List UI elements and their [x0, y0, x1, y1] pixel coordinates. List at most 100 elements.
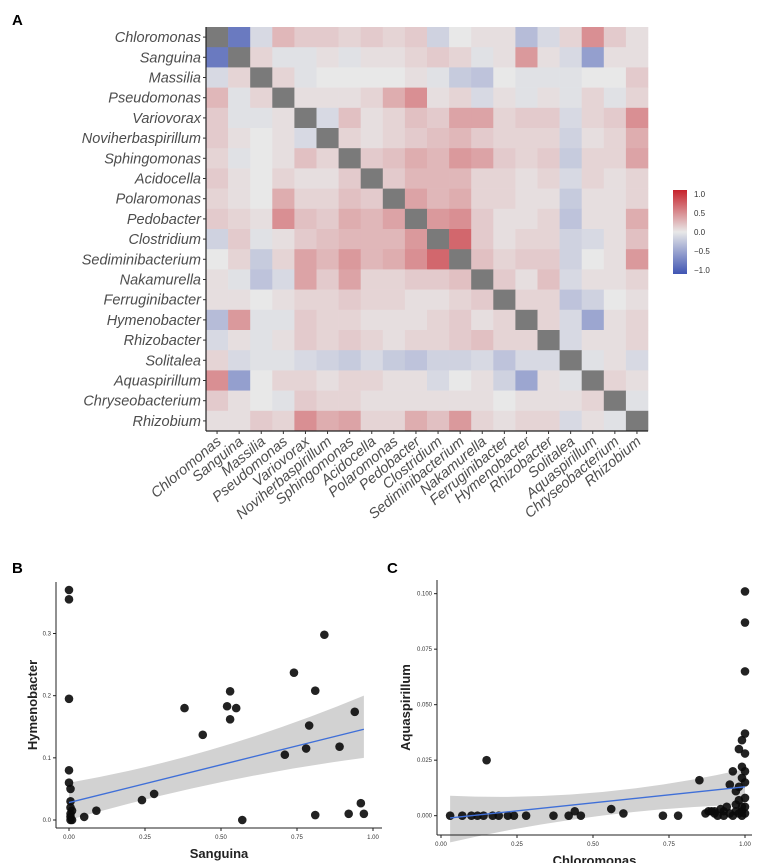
- heatmap-cell-5-8: [382, 128, 406, 149]
- heatmap-cell-4-14: [515, 107, 538, 129]
- heatmap-cell-16-8: [382, 350, 406, 371]
- heatmap-cell-14-11: [449, 309, 472, 331]
- plot-b-x-tick-label: 0.25: [139, 835, 151, 841]
- heatmap-cell-12-8: [382, 269, 406, 290]
- heatmap-cell-10-12: [471, 229, 494, 250]
- plot-c-point: [479, 811, 488, 820]
- plot-b-point: [225, 714, 235, 724]
- heatmap-cell-12-16: [559, 269, 582, 290]
- panel-label-a: A: [12, 12, 23, 29]
- heatmap-cell-6-3: [272, 148, 295, 169]
- heatmap-cell-17-12: [471, 370, 494, 391]
- heatmap-cell-11-12: [471, 249, 494, 270]
- heatmap-cell-12-4: [294, 269, 317, 290]
- heatmap-cell-11-5: [316, 249, 339, 270]
- heatmap-row-label: Rhizobacter: [124, 333, 203, 349]
- heatmap-cell-0-1: [228, 27, 251, 48]
- plot-b-point: [231, 703, 241, 713]
- heatmap-cell-18-18: [603, 390, 627, 412]
- heatmap-cell-11-11: [449, 249, 472, 270]
- plot-c-point: [740, 729, 750, 738]
- heatmap-row-label: Clostridium: [128, 232, 201, 248]
- heatmap-cell-1-5: [316, 47, 339, 68]
- heatmap-cell-15-1: [228, 330, 251, 351]
- heatmap-cell-12-1: [228, 269, 251, 290]
- heatmap-cell-19-15: [537, 410, 560, 432]
- heatmap-cell-1-0: [206, 47, 229, 68]
- heatmap-cell-10-5: [316, 229, 339, 250]
- heatmap-row-label: Pseudomonas: [108, 91, 201, 107]
- heatmap-cell-8-17: [581, 188, 605, 210]
- heatmap-cell-12-7: [360, 269, 384, 290]
- heatmap-cell-11-2: [250, 249, 273, 270]
- heatmap-cell-7-10: [427, 168, 450, 189]
- heatmap-cell-19-19: [625, 410, 649, 432]
- heatmap-cell-10-8: [382, 229, 406, 250]
- heatmap-cell-18-2: [250, 390, 273, 412]
- heatmap-cell-5-17: [581, 128, 605, 149]
- heatmap-cell-6-18: [603, 148, 627, 169]
- heatmap-cell-1-2: [250, 47, 273, 68]
- heatmap-cell-10-3: [272, 229, 295, 250]
- heatmap-cell-9-12: [471, 208, 494, 230]
- plot-b-point: [64, 595, 74, 604]
- heatmap-cell-13-8: [382, 289, 406, 311]
- heatmap-cell-14-17: [581, 309, 605, 331]
- heatmap-cell-16-14: [515, 350, 538, 371]
- heatmap-cell-18-1: [228, 390, 251, 412]
- plot-b-point: [320, 630, 329, 640]
- plot-b-y-tick-label: 0.0: [43, 818, 52, 824]
- heatmap-cell-4-16: [559, 107, 582, 129]
- plot-c-point: [722, 802, 732, 812]
- heatmap-cell-8-12: [471, 188, 494, 210]
- heatmap-cell-13-6: [338, 289, 361, 311]
- heatmap-cell-14-12: [471, 309, 494, 331]
- plot-c-point: [503, 811, 513, 820]
- heatmap-cell-19-1: [228, 410, 251, 432]
- heatmap-cell-8-13: [493, 188, 516, 210]
- plot-b-point: [64, 585, 74, 595]
- heatmap-cell-8-6: [338, 188, 361, 210]
- heatmap-cell-17-7: [360, 370, 384, 391]
- heatmap-column-labels: ChloromonasSanguinaMassiliaPseudomonasVa…: [148, 431, 645, 523]
- heatmap-cell-3-10: [427, 87, 450, 109]
- plot-c-point: [570, 806, 580, 816]
- heatmap-cell-12-19: [625, 269, 649, 290]
- plot-b-point: [344, 809, 353, 819]
- heatmap-row-labels: Chloromonas Sanguina Massilia Pseudomonas Va…: [82, 30, 206, 430]
- plot-c-point: [619, 809, 628, 818]
- heatmap-cell-8-15: [537, 188, 560, 210]
- heatmap-cell-10-1: [228, 229, 251, 250]
- heatmap-cell-2-2: [250, 67, 273, 88]
- heatmap-cell-8-14: [515, 188, 538, 210]
- heatmap-cell-18-10: [427, 390, 450, 412]
- heatmap-cell-1-11: [449, 47, 472, 68]
- heatmap-cell-2-10: [427, 67, 450, 88]
- heatmap-cell-7-15: [537, 168, 560, 189]
- heatmap-cell-15-17: [581, 330, 605, 351]
- heatmap-cell-11-0: [206, 249, 229, 270]
- plot-b-regression-line: [68, 728, 365, 804]
- heatmap-cell-9-18: [603, 208, 627, 230]
- heatmap-cell-2-19: [625, 67, 649, 88]
- heatmap-cell-3-16: [559, 87, 582, 109]
- plot-b-y-tick-label: 0.1: [43, 756, 52, 762]
- heatmap-cell-18-14: [515, 390, 538, 412]
- heatmap-cell-6-8: [382, 148, 406, 169]
- heatmap-cell-0-19: [625, 27, 649, 48]
- heatmap-cell-11-1: [228, 249, 251, 270]
- heatmap-cell-15-11: [449, 330, 472, 351]
- heatmap-cell-3-8: [382, 87, 406, 109]
- heatmap-cell-18-5: [316, 390, 339, 412]
- heatmap-cell-8-8: [382, 188, 406, 210]
- heatmap-cell-16-17: [581, 350, 605, 371]
- heatmap-cell-16-1: [228, 350, 251, 371]
- plot-c-point: [457, 811, 467, 820]
- heatmap-cell-14-16: [559, 309, 582, 331]
- plot-c-y-tick-label: 0.000: [417, 814, 433, 820]
- heatmap-cell-14-6: [338, 309, 361, 331]
- heatmap-cell-9-17: [581, 208, 605, 230]
- heatmap-cell-12-2: [250, 269, 273, 290]
- heatmap-cell-17-19: [625, 370, 649, 391]
